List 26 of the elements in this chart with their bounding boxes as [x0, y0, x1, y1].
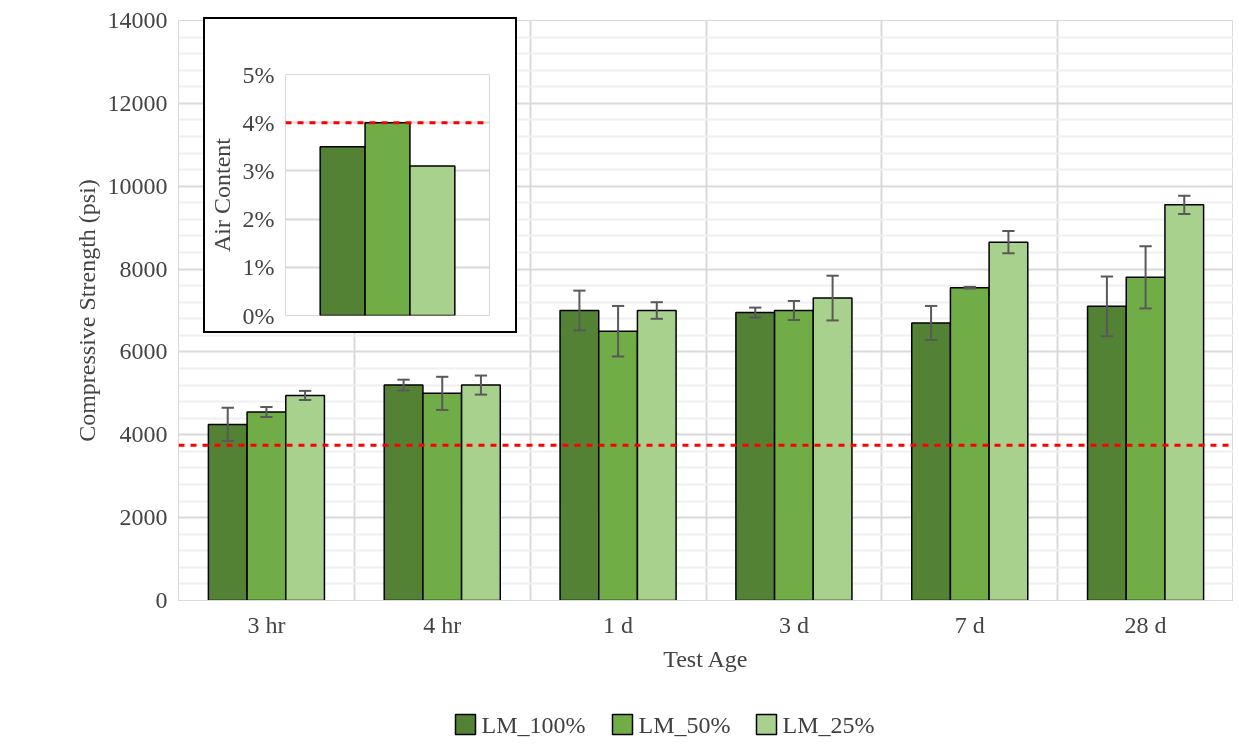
y-tick-label: 12000: [107, 89, 168, 116]
x-tick-label: 28 d: [1124, 611, 1167, 638]
y-tick-label: 0: [155, 587, 168, 613]
y-tick-label: 6000: [119, 338, 168, 365]
legend-label: LM_25%: [782, 711, 875, 738]
x-tick-label: 3 hr: [247, 611, 286, 638]
y-tick-label: 4000: [119, 421, 168, 448]
x-tick-label: 1 d: [603, 611, 634, 638]
x-tick-label: 3 d: [778, 611, 809, 638]
y-tick-label: 4%: [242, 109, 275, 136]
y-tick-label: 0%: [242, 302, 275, 329]
legend-label: LM_100%: [481, 711, 586, 738]
y-tick-label: 10000: [107, 172, 168, 199]
legend-label: LM_50%: [638, 711, 731, 738]
x-tick-label: 7 d: [954, 611, 985, 638]
y-tick-label: 3%: [242, 157, 275, 184]
y-tick-label: 1%: [242, 254, 275, 281]
x-tick-label: 4 hr: [423, 611, 462, 638]
y-tick-label: 5%: [242, 61, 275, 88]
y-tick-label: 2000: [119, 504, 168, 531]
y-axis-title: Compressive Strength (psi): [73, 179, 100, 442]
y-tick-label: 2%: [242, 206, 275, 233]
y-tick-label: 14000: [107, 7, 168, 33]
y-tick-label: 8000: [119, 255, 168, 282]
x-axis-title: Test Age: [663, 645, 748, 672]
y-axis-title: Air Content: [208, 137, 235, 252]
